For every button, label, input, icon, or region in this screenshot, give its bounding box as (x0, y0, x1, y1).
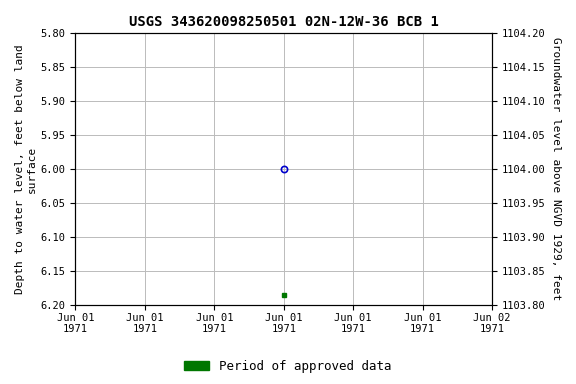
Legend: Period of approved data: Period of approved data (179, 355, 397, 378)
Y-axis label: Groundwater level above NGVD 1929, feet: Groundwater level above NGVD 1929, feet (551, 38, 561, 301)
Y-axis label: Depth to water level, feet below land
surface: Depth to water level, feet below land su… (15, 44, 37, 294)
Title: USGS 343620098250501 02N-12W-36 BCB 1: USGS 343620098250501 02N-12W-36 BCB 1 (129, 15, 439, 29)
